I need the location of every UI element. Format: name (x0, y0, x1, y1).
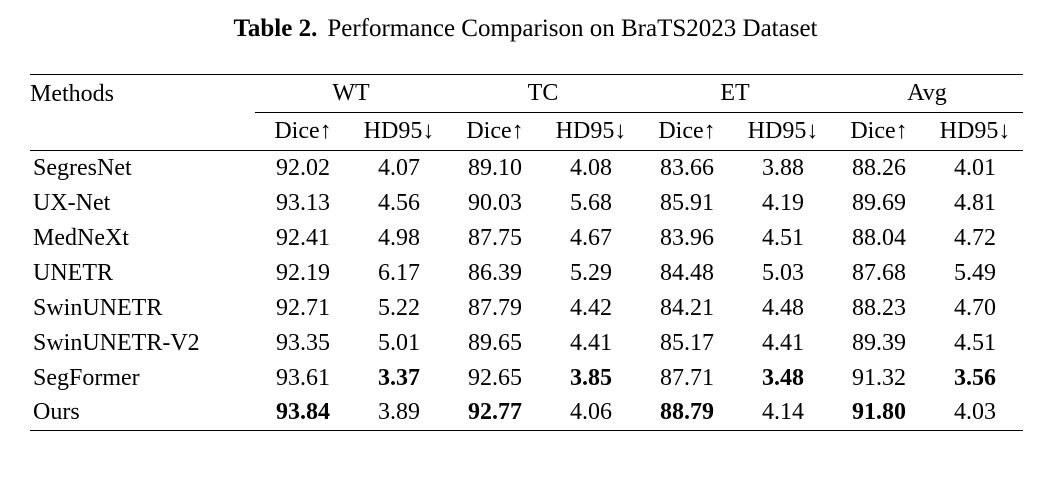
value-cell: 4.51 (954, 329, 996, 356)
value-cell: 4.19 (762, 189, 804, 216)
value-cell: 87.68 (852, 259, 906, 286)
method-cell: UX-Net (33, 189, 111, 216)
group-header-row: Methods WT TC ET Avg (30, 74, 1023, 151)
col-header-dice-tc: Dice↑ (447, 112, 543, 151)
col-group-tc: TC (447, 74, 639, 113)
value-cell: 87.79 (468, 294, 522, 321)
value-cell: 3.88 (762, 154, 804, 181)
results-table: Methods WT TC ET Avg Dice↑ HD95↓ Dice↑ H… (30, 74, 1023, 431)
value-cell: 5.68 (570, 189, 612, 216)
value-cell: 88.26 (852, 154, 906, 181)
table-row: UX-Net 93.13 4.56 90.03 5.68 85.91 4.19 … (30, 186, 1023, 221)
value-cell: 4.42 (570, 294, 612, 321)
method-cell: Ours (33, 399, 80, 426)
table-row: SegFormer 93.61 3.37 92.65 3.85 87.71 3.… (30, 361, 1023, 396)
value-cell: 6.17 (378, 259, 420, 286)
table-row: Ours 93.84 3.89 92.77 4.06 88.79 4.14 91… (30, 396, 1023, 431)
value-cell: 3.89 (378, 399, 420, 426)
value-cell: 4.41 (570, 329, 612, 356)
value-cell: 93.35 (276, 329, 330, 356)
value-cell: 92.02 (276, 154, 330, 181)
table-caption-text: Performance Comparison on BraTS2023 Data… (327, 15, 818, 42)
table-row: SwinUNETR 92.71 5.22 87.79 4.42 84.21 4.… (30, 291, 1023, 326)
value-cell: 85.91 (660, 189, 714, 216)
value-cell: 91.80 (852, 399, 906, 426)
value-cell: 84.21 (660, 294, 714, 321)
value-cell: 4.51 (762, 224, 804, 251)
value-cell: 85.17 (660, 329, 714, 356)
value-cell: 4.70 (954, 294, 996, 321)
value-cell: 4.48 (762, 294, 804, 321)
value-cell: 4.14 (762, 399, 804, 426)
value-cell: 93.61 (276, 364, 330, 391)
value-cell: 4.03 (954, 399, 996, 426)
value-cell: 92.77 (468, 399, 522, 426)
value-cell: 5.49 (954, 259, 996, 286)
value-cell: 4.06 (570, 399, 612, 426)
value-cell: 86.39 (468, 259, 522, 286)
value-cell: 5.29 (570, 259, 612, 286)
value-cell: 4.41 (762, 329, 804, 356)
value-cell: 3.56 (954, 364, 996, 391)
value-cell: 5.01 (378, 329, 420, 356)
col-header-dice-avg: Dice↑ (831, 112, 927, 151)
col-group-et: ET (639, 74, 831, 113)
value-cell: 87.75 (468, 224, 522, 251)
value-cell: 88.79 (660, 399, 714, 426)
method-cell: MedNeXt (33, 224, 129, 251)
value-cell: 4.56 (378, 189, 420, 216)
value-cell: 92.71 (276, 294, 330, 321)
value-cell: 91.32 (852, 364, 906, 391)
col-header-hd95-wt: HD95↓ (351, 112, 447, 151)
value-cell: 4.08 (570, 154, 612, 181)
table-row: SwinUNETR-V2 93.35 5.01 89.65 4.41 85.17… (30, 326, 1023, 361)
table-row: MedNeXt 92.41 4.98 87.75 4.67 83.96 4.51… (30, 221, 1023, 256)
table-row: UNETR 92.19 6.17 86.39 5.29 84.48 5.03 8… (30, 256, 1023, 291)
value-cell: 4.81 (954, 189, 996, 216)
value-cell: 89.69 (852, 189, 906, 216)
value-cell: 5.03 (762, 259, 804, 286)
value-cell: 92.19 (276, 259, 330, 286)
col-header-dice-et: Dice↑ (639, 112, 735, 151)
value-cell: 4.07 (378, 154, 420, 181)
value-cell: 87.71 (660, 364, 714, 391)
value-cell: 4.72 (954, 224, 996, 251)
col-group-avg: Avg (831, 74, 1023, 113)
value-cell: 92.65 (468, 364, 522, 391)
value-cell: 89.39 (852, 329, 906, 356)
col-header-hd95-avg: HD95↓ (927, 112, 1023, 151)
col-header-methods: Methods (30, 74, 255, 151)
table-caption-label: Table 2. (233, 15, 318, 42)
method-cell: UNETR (33, 259, 113, 286)
value-cell: 4.98 (378, 224, 420, 251)
value-cell: 83.96 (660, 224, 714, 251)
col-header-hd95-et: HD95↓ (735, 112, 831, 151)
sub-header-row: Dice↑ HD95↓ Dice↑ HD95↓ Dice↑ HD95↓ Dice… (30, 112, 1023, 151)
method-cell: SwinUNETR-V2 (33, 329, 200, 356)
value-cell: 5.22 (378, 294, 420, 321)
value-cell: 3.37 (378, 364, 420, 391)
method-cell: SegresNet (33, 154, 132, 181)
table-caption: Table 2. Performance Comparison on BraTS2… (0, 14, 1051, 44)
value-cell: 4.01 (954, 154, 996, 181)
value-cell: 93.84 (276, 399, 330, 426)
value-cell: 88.04 (852, 224, 906, 251)
value-cell: 3.85 (570, 364, 612, 391)
col-header-dice-wt: Dice↑ (255, 112, 351, 151)
col-group-wt: WT (255, 74, 447, 113)
value-cell: 92.41 (276, 224, 330, 251)
value-cell: 93.13 (276, 189, 330, 216)
method-cell: SwinUNETR (33, 294, 163, 321)
value-cell: 83.66 (660, 154, 714, 181)
col-header-hd95-tc: HD95↓ (543, 112, 639, 151)
value-cell: 88.23 (852, 294, 906, 321)
method-cell: SegFormer (33, 364, 140, 391)
value-cell: 90.03 (468, 189, 522, 216)
value-cell: 3.48 (762, 364, 804, 391)
value-cell: 4.67 (570, 224, 612, 251)
value-cell: 89.65 (468, 329, 522, 356)
value-cell: 84.48 (660, 259, 714, 286)
value-cell: 89.10 (468, 154, 522, 181)
table-row: SegresNet 92.02 4.07 89.10 4.08 83.66 3.… (30, 151, 1023, 186)
